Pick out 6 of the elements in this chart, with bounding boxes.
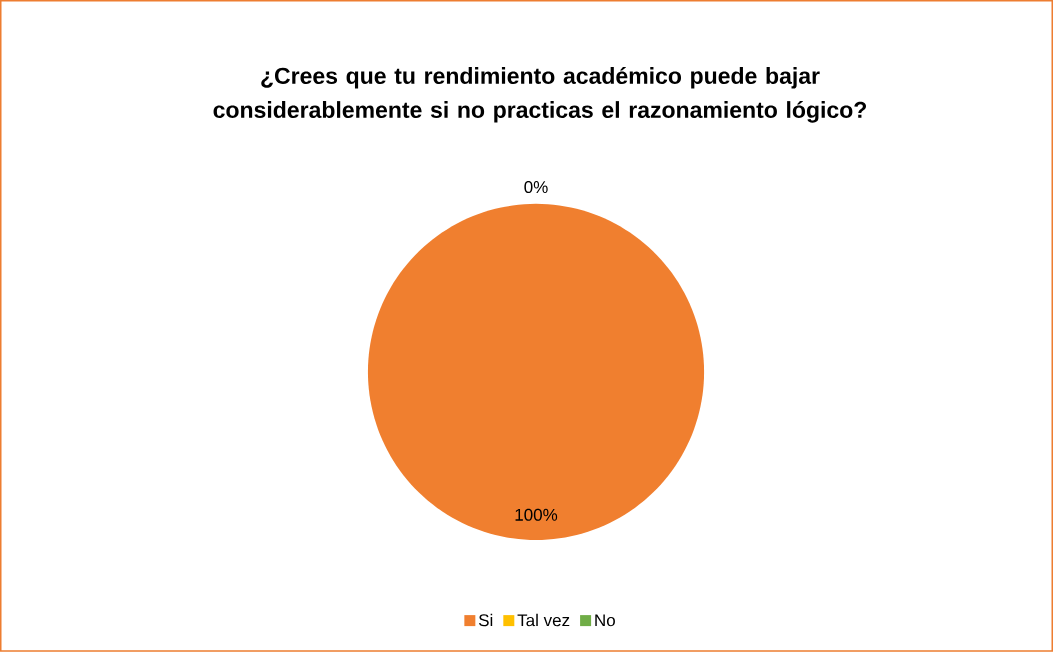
text: 0% [524, 181, 548, 194]
legend-label: Tal vez [517, 613, 570, 627]
legend-label: Si [478, 613, 493, 627]
legend-label: No [595, 614, 615, 627]
data-label: 100% [515, 508, 558, 521]
chart-title: ¿Crees que tu rendimiento académico puede bajar considerablemente si no practicas el razonamiento lógico? [213, 66, 867, 123]
